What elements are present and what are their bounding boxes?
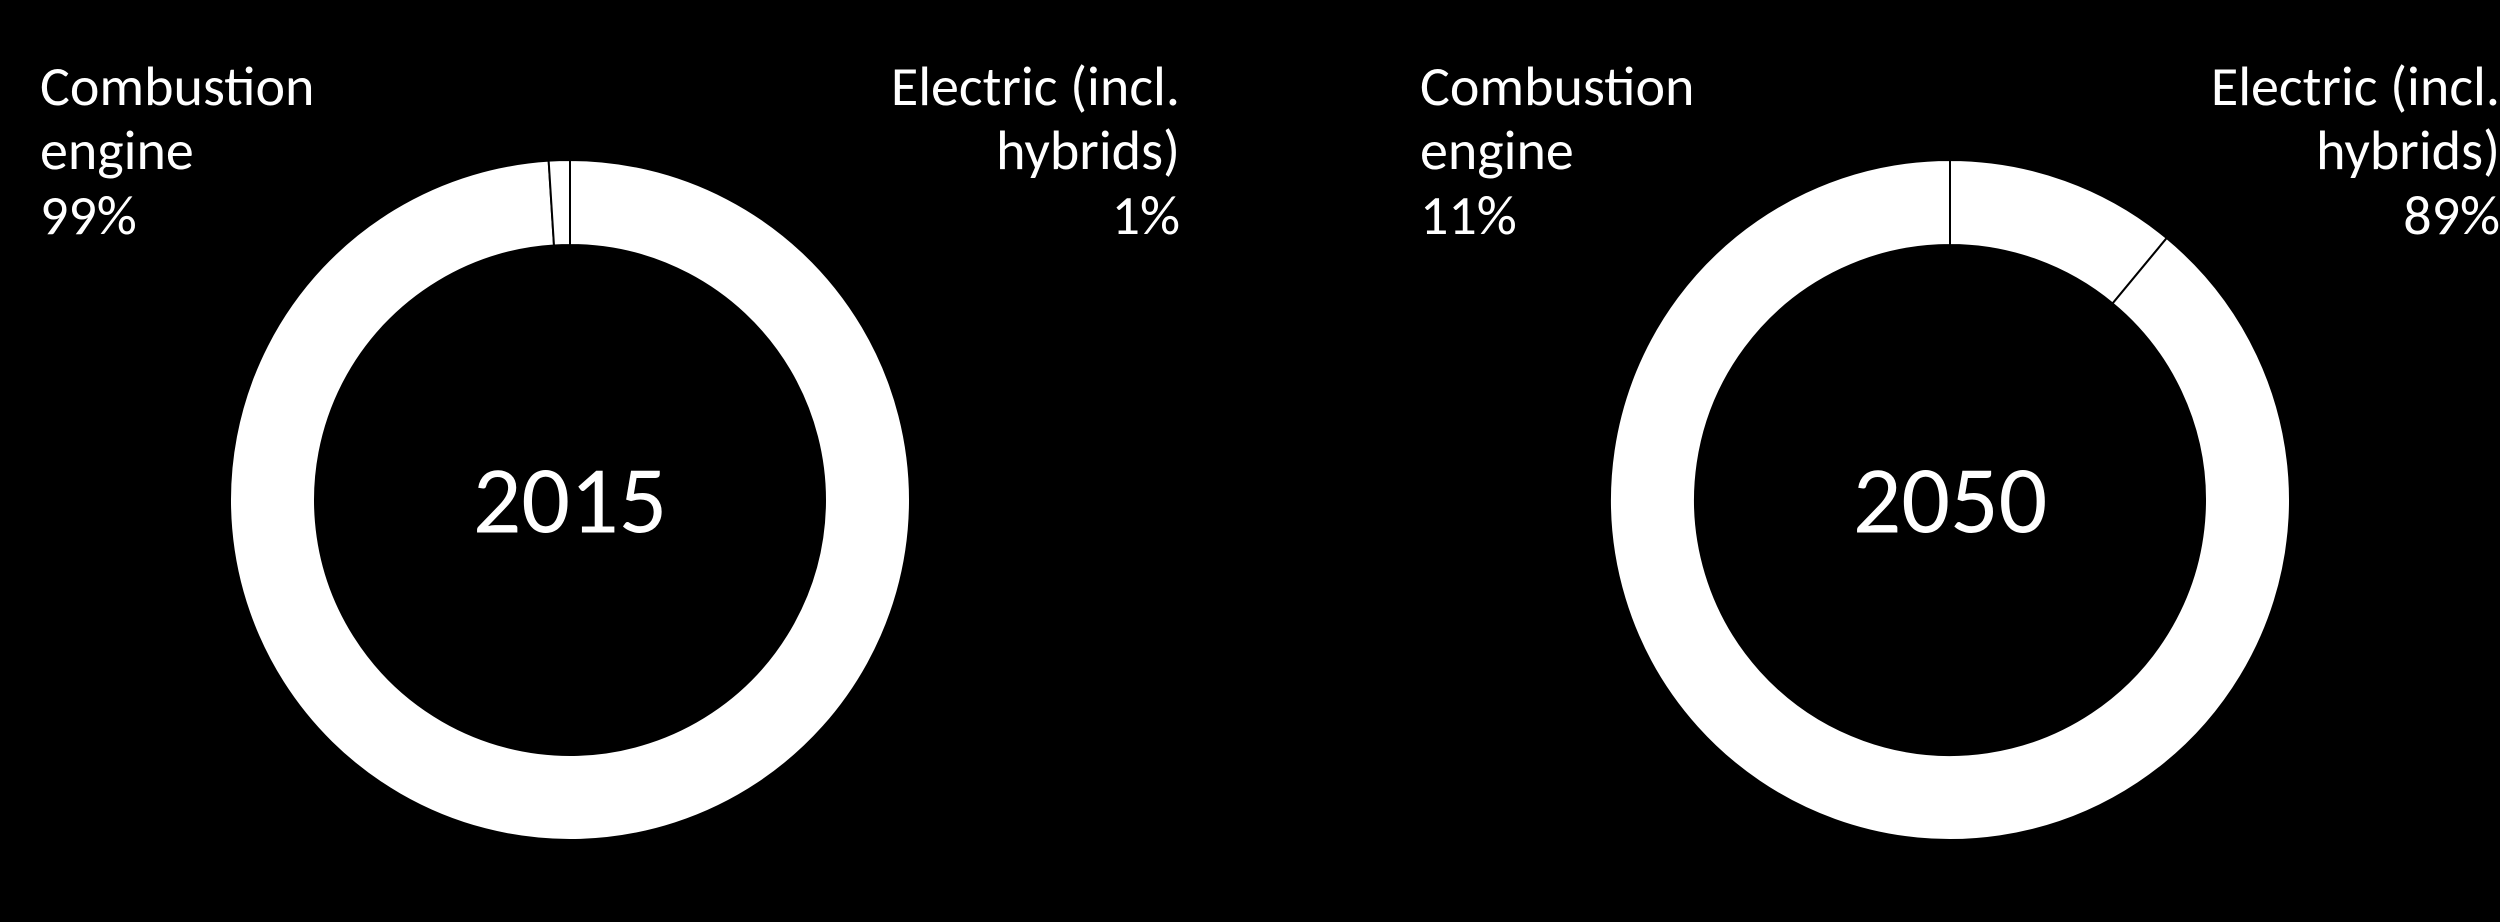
panel-2050: 2050 Combustionengine11% Electric (incl.hy… (1250, 0, 2500, 922)
donut-year-label: 2050 (1853, 442, 2048, 559)
slice-label-line1: Electric (incl. (891, 55, 1180, 119)
donut-chart: 2015 (230, 160, 910, 840)
slice-label-line2: engine (40, 119, 314, 183)
slice-label-electric: Electric (incl.hybrids)1% (891, 55, 1180, 248)
slice-label-pct: 99% (40, 184, 314, 248)
slice-label-combustion: Combustionengine11% (1420, 55, 1694, 248)
slice-label-line2: engine (1420, 119, 1694, 183)
slice-label-line2: hybrids) (891, 119, 1180, 183)
slice-label-pct: 89% (2211, 184, 2500, 248)
slice-label-line1: Electric (incl. (2211, 55, 2500, 119)
slice-label-line2: hybrids) (2211, 119, 2500, 183)
donut-chart: 2050 (1610, 160, 2290, 840)
chart-canvas: 2015Combustionengine99%Electric (incl.hy… (0, 0, 2500, 922)
slice-label-pct: 11% (1420, 184, 1694, 248)
slice-label-pct: 1% (891, 184, 1180, 248)
slice-label-combustion: Combustionengine99% (40, 55, 314, 248)
slice-label-line1: Combustion (1420, 55, 1694, 119)
donut-year-label: 2015 (473, 442, 668, 559)
slice-label-line1: Combustion (40, 55, 314, 119)
panel-2015: 2015 Combustionengine99% Electric (incl.hy… (0, 0, 1250, 922)
slice-label-electric: Electric (incl.hybrids)89% (2211, 55, 2500, 248)
